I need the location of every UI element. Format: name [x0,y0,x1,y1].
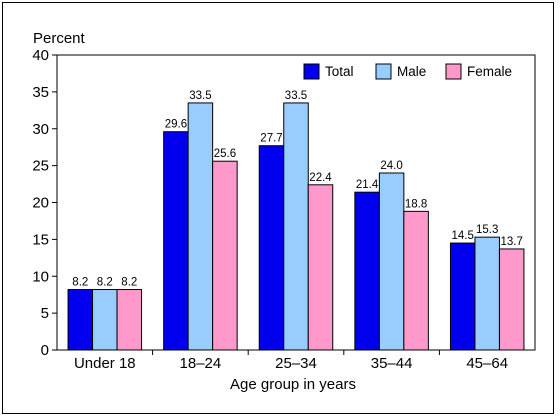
bar-female [212,160,238,351]
data-label: 25.6 [214,148,236,160]
category-label: 45–64 [466,355,508,372]
y-tick-label: 30 [32,121,49,138]
legend-swatch-female [445,63,462,80]
category-label: 25–34 [275,355,317,372]
data-label: 15.3 [476,224,498,236]
bar-female [403,210,429,351]
category-label: 18–24 [180,355,222,372]
bar-female [116,289,143,351]
bar-male [378,172,405,351]
bar-male [92,289,118,351]
y-tick-label: 0 [41,342,49,359]
bar-male [283,102,309,351]
data-label: 8.2 [97,277,113,289]
data-label: 13.7 [501,236,523,248]
y-tick-label: 25 [32,158,49,175]
bar-total [354,191,380,351]
category-label: 35–44 [371,355,413,372]
category-label: Under 18 [74,355,136,372]
data-label: 14.5 [452,230,474,242]
bar-total [258,145,285,351]
bar-total [449,242,476,351]
bar-total [67,289,94,351]
y-tick-label: 15 [32,231,49,248]
bar-female [498,248,525,351]
legend-label-male: Male [397,64,426,79]
data-label: 33.5 [189,90,211,102]
y-tick-label: 10 [32,268,49,285]
y-axis-label: Percent [33,30,86,47]
data-label: 33.5 [285,90,307,102]
data-label: 18.8 [405,198,427,210]
legend-swatch-male [375,63,392,80]
plot-area: 0 5 10 15 20 25 30 35 40 8.2 8.2 8.2 Under 18 29.6 33.… [32,47,536,372]
data-label: 8.2 [121,277,137,289]
bar-total [163,131,189,351]
data-label: 27.7 [260,133,282,145]
y-tick-label: 20 [32,195,49,212]
legend-swatch-total [303,63,320,80]
data-label: 21.4 [356,179,379,191]
legend-label-total: Total [325,64,354,79]
legend-label-female: Female [467,64,512,79]
y-tick-label: 35 [32,84,49,101]
data-label: 22.4 [309,172,332,184]
bar-male [187,102,214,351]
data-label: 8.2 [72,277,88,289]
data-label: 29.6 [165,119,187,131]
bar-male [474,236,500,351]
data-label: 24.0 [380,160,402,172]
x-axis-label: Age group in years [230,376,356,393]
y-tick-label: 5 [41,305,49,322]
y-tick-label: 40 [32,47,49,64]
legend: Total Male Female [303,63,512,80]
bar-female [307,184,334,351]
